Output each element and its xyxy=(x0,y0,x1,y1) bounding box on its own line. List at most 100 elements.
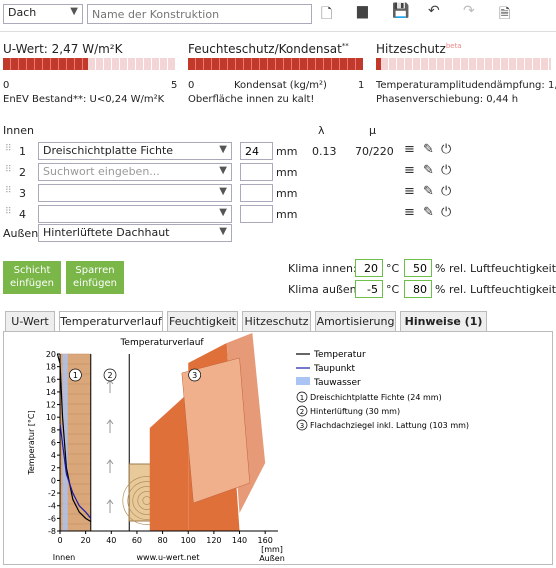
list-icon[interactable]: ≡ xyxy=(404,205,415,220)
insert-layer-label-2: einfügen xyxy=(10,278,54,289)
x-outside-label: Außen xyxy=(259,554,285,563)
feuchte-title-text: Feuchteschutz/Kondensat xyxy=(188,42,342,56)
roof-tile-shape xyxy=(181,357,251,504)
layer-material-select[interactable]: Dreischichtplatte Fichte ▼ xyxy=(38,142,232,160)
feuchte-title: Feuchteschutz/Kondensat** xyxy=(188,42,349,56)
x-tick-label: 160 xyxy=(258,536,273,545)
layer-thickness-input[interactable] xyxy=(240,142,273,160)
layer-number: 3 xyxy=(19,187,26,200)
roof-tile-shape xyxy=(149,393,189,531)
y-tick-label: -8 xyxy=(48,527,56,536)
feuchte-scale-min: 0 xyxy=(188,80,195,91)
edit-pencil-icon[interactable]: ✎ xyxy=(423,184,434,199)
x-tick-label: 140 xyxy=(232,536,247,545)
y-tick-label: 2 xyxy=(51,464,56,473)
redo-icon[interactable]: ↷ xyxy=(463,3,475,19)
climate-outside-humidity-unit: % rel. Luftfeuchtigkeit xyxy=(435,283,556,296)
chevron-down-icon: ▼ xyxy=(219,186,227,197)
climate-outside-temp-unit: °C xyxy=(386,283,400,296)
y-tick-label: 8 xyxy=(51,426,56,435)
insert-layer-label-1: Schicht xyxy=(13,265,51,276)
uwert-note: EnEV Bestand**: U<0,24 W/m²K xyxy=(3,94,165,105)
tab-feuchtigkeit[interactable]: Feuchtigkeit xyxy=(167,311,238,331)
undo-icon[interactable]: ↶ xyxy=(428,3,440,19)
outside-select-value: Hinterlüftete Dachhaut xyxy=(43,226,170,239)
layer-legend-label: Flachdachziegel inkl. Lattung (103 mm) xyxy=(310,421,469,430)
y-tick-label: 0 xyxy=(51,476,56,485)
hitze-line1: Temperaturamplitudendämpfung: 1,0 xyxy=(376,80,556,91)
tab-hinweise[interactable]: Hinweise (1) xyxy=(400,311,487,331)
climate-outside-humidity[interactable] xyxy=(404,280,432,298)
climate-outside-temp[interactable] xyxy=(355,280,383,298)
tab-temperaturverlauf[interactable]: Temperaturverlauf xyxy=(59,311,163,332)
edit-pencil-icon[interactable]: ✎ xyxy=(423,142,434,157)
climate-inside-temp[interactable] xyxy=(355,259,383,277)
edit-pencil-icon[interactable]: ✎ xyxy=(423,163,434,178)
pdf-icon[interactable]: 🗎 xyxy=(499,6,511,22)
power-toggle-icon[interactable]: ⏻ xyxy=(441,205,452,220)
insert-layer-button[interactable]: Schicht einfügen xyxy=(3,261,61,294)
tab-hitzeschutz[interactable]: Hitzeschutz xyxy=(242,311,311,331)
lambda-header: λ xyxy=(318,124,325,137)
y-tick-label: 10 xyxy=(46,413,56,422)
layer-material-select[interactable]: ▼ xyxy=(38,184,232,202)
drag-handle-icon[interactable]: ⠿ xyxy=(5,144,12,154)
climate-inside-humidity[interactable] xyxy=(404,259,432,277)
layer-marker-label: 2 xyxy=(107,371,112,380)
construction-name-input[interactable] xyxy=(87,4,312,24)
layer-legend-number: 2 xyxy=(300,408,304,416)
type-select-value: Dach xyxy=(8,6,37,19)
insert-rafter-button[interactable]: Sparren einfügen xyxy=(66,261,124,294)
x-tick-label: 80 xyxy=(157,536,167,545)
power-toggle-icon[interactable]: ⏻ xyxy=(441,163,452,178)
tab-u-wert[interactable]: U-Wert xyxy=(5,311,55,331)
layer-marker-circle xyxy=(188,368,201,382)
climate-inside-humidity-unit: % rel. Luftfeuchtigkeit xyxy=(435,262,556,275)
layer-legend-number: 1 xyxy=(300,394,304,402)
layer-material-select[interactable]: Suchwort eingeben... ▼ xyxy=(38,163,232,181)
new-file-icon[interactable]: 🗋 xyxy=(321,6,333,22)
drag-handle-icon[interactable]: ⠿ xyxy=(5,186,12,196)
layer-number: 4 xyxy=(19,208,26,221)
dew-water-band xyxy=(62,354,68,531)
y-axis-label: Temperatur [°C] xyxy=(27,410,36,475)
tab-amortisierung[interactable]: Amortisierung xyxy=(315,311,396,331)
layer-thickness-input[interactable] xyxy=(240,205,273,223)
feuchte-scale-label: Kondensat (kg/m²) xyxy=(234,80,327,91)
power-toggle-icon[interactable]: ⏻ xyxy=(441,142,452,157)
airflow-arrowhead xyxy=(106,499,114,505)
list-icon[interactable]: ≡ xyxy=(404,184,415,199)
chevron-down-icon: ▼ xyxy=(70,6,78,17)
x-tick-label: 100 xyxy=(181,536,196,545)
layer-legend-circle xyxy=(296,405,308,417)
uwert-gauge-fill xyxy=(3,58,88,70)
y-tick-label: 4 xyxy=(51,451,56,460)
layer-thickness-input[interactable] xyxy=(240,184,273,202)
inside-label: Innen xyxy=(3,124,34,137)
list-icon[interactable]: ≡ xyxy=(404,163,415,178)
power-toggle-icon[interactable]: ⏻ xyxy=(441,184,452,199)
y-tick-label: -4 xyxy=(48,502,56,511)
legend-label: Tauwasser xyxy=(313,378,361,388)
y-tick-label: -2 xyxy=(48,489,56,498)
airflow-arrowhead xyxy=(106,459,114,465)
x-axis-unit: [mm] xyxy=(261,545,283,554)
x-tick-label: 40 xyxy=(106,536,116,545)
insert-rafter-label-1: Sparren xyxy=(75,265,115,276)
list-icon[interactable]: ≡ xyxy=(404,142,415,157)
hitze-line2: Phasenverschiebung: 0,44 h xyxy=(376,94,519,105)
chevron-down-icon: ▼ xyxy=(219,165,227,176)
edit-pencil-icon[interactable]: ✎ xyxy=(423,205,434,220)
outside-select[interactable]: Hinterlüftete Dachhaut ▼ xyxy=(38,224,232,242)
save-icon[interactable]: 💾 xyxy=(392,3,410,19)
y-tick-label: 18 xyxy=(46,363,56,372)
layer-material-select[interactable]: ▼ xyxy=(38,205,232,223)
chart-title: Temperaturverlauf xyxy=(119,338,204,348)
legend-label: Temperatur xyxy=(313,350,366,360)
open-folder-icon[interactable]: ▆ xyxy=(357,3,368,19)
layer-thickness-input[interactable] xyxy=(240,163,273,181)
drag-handle-icon[interactable]: ⠿ xyxy=(5,207,12,217)
drag-handle-icon[interactable]: ⠿ xyxy=(5,165,12,175)
type-select[interactable]: Dach ▼ xyxy=(3,4,83,24)
